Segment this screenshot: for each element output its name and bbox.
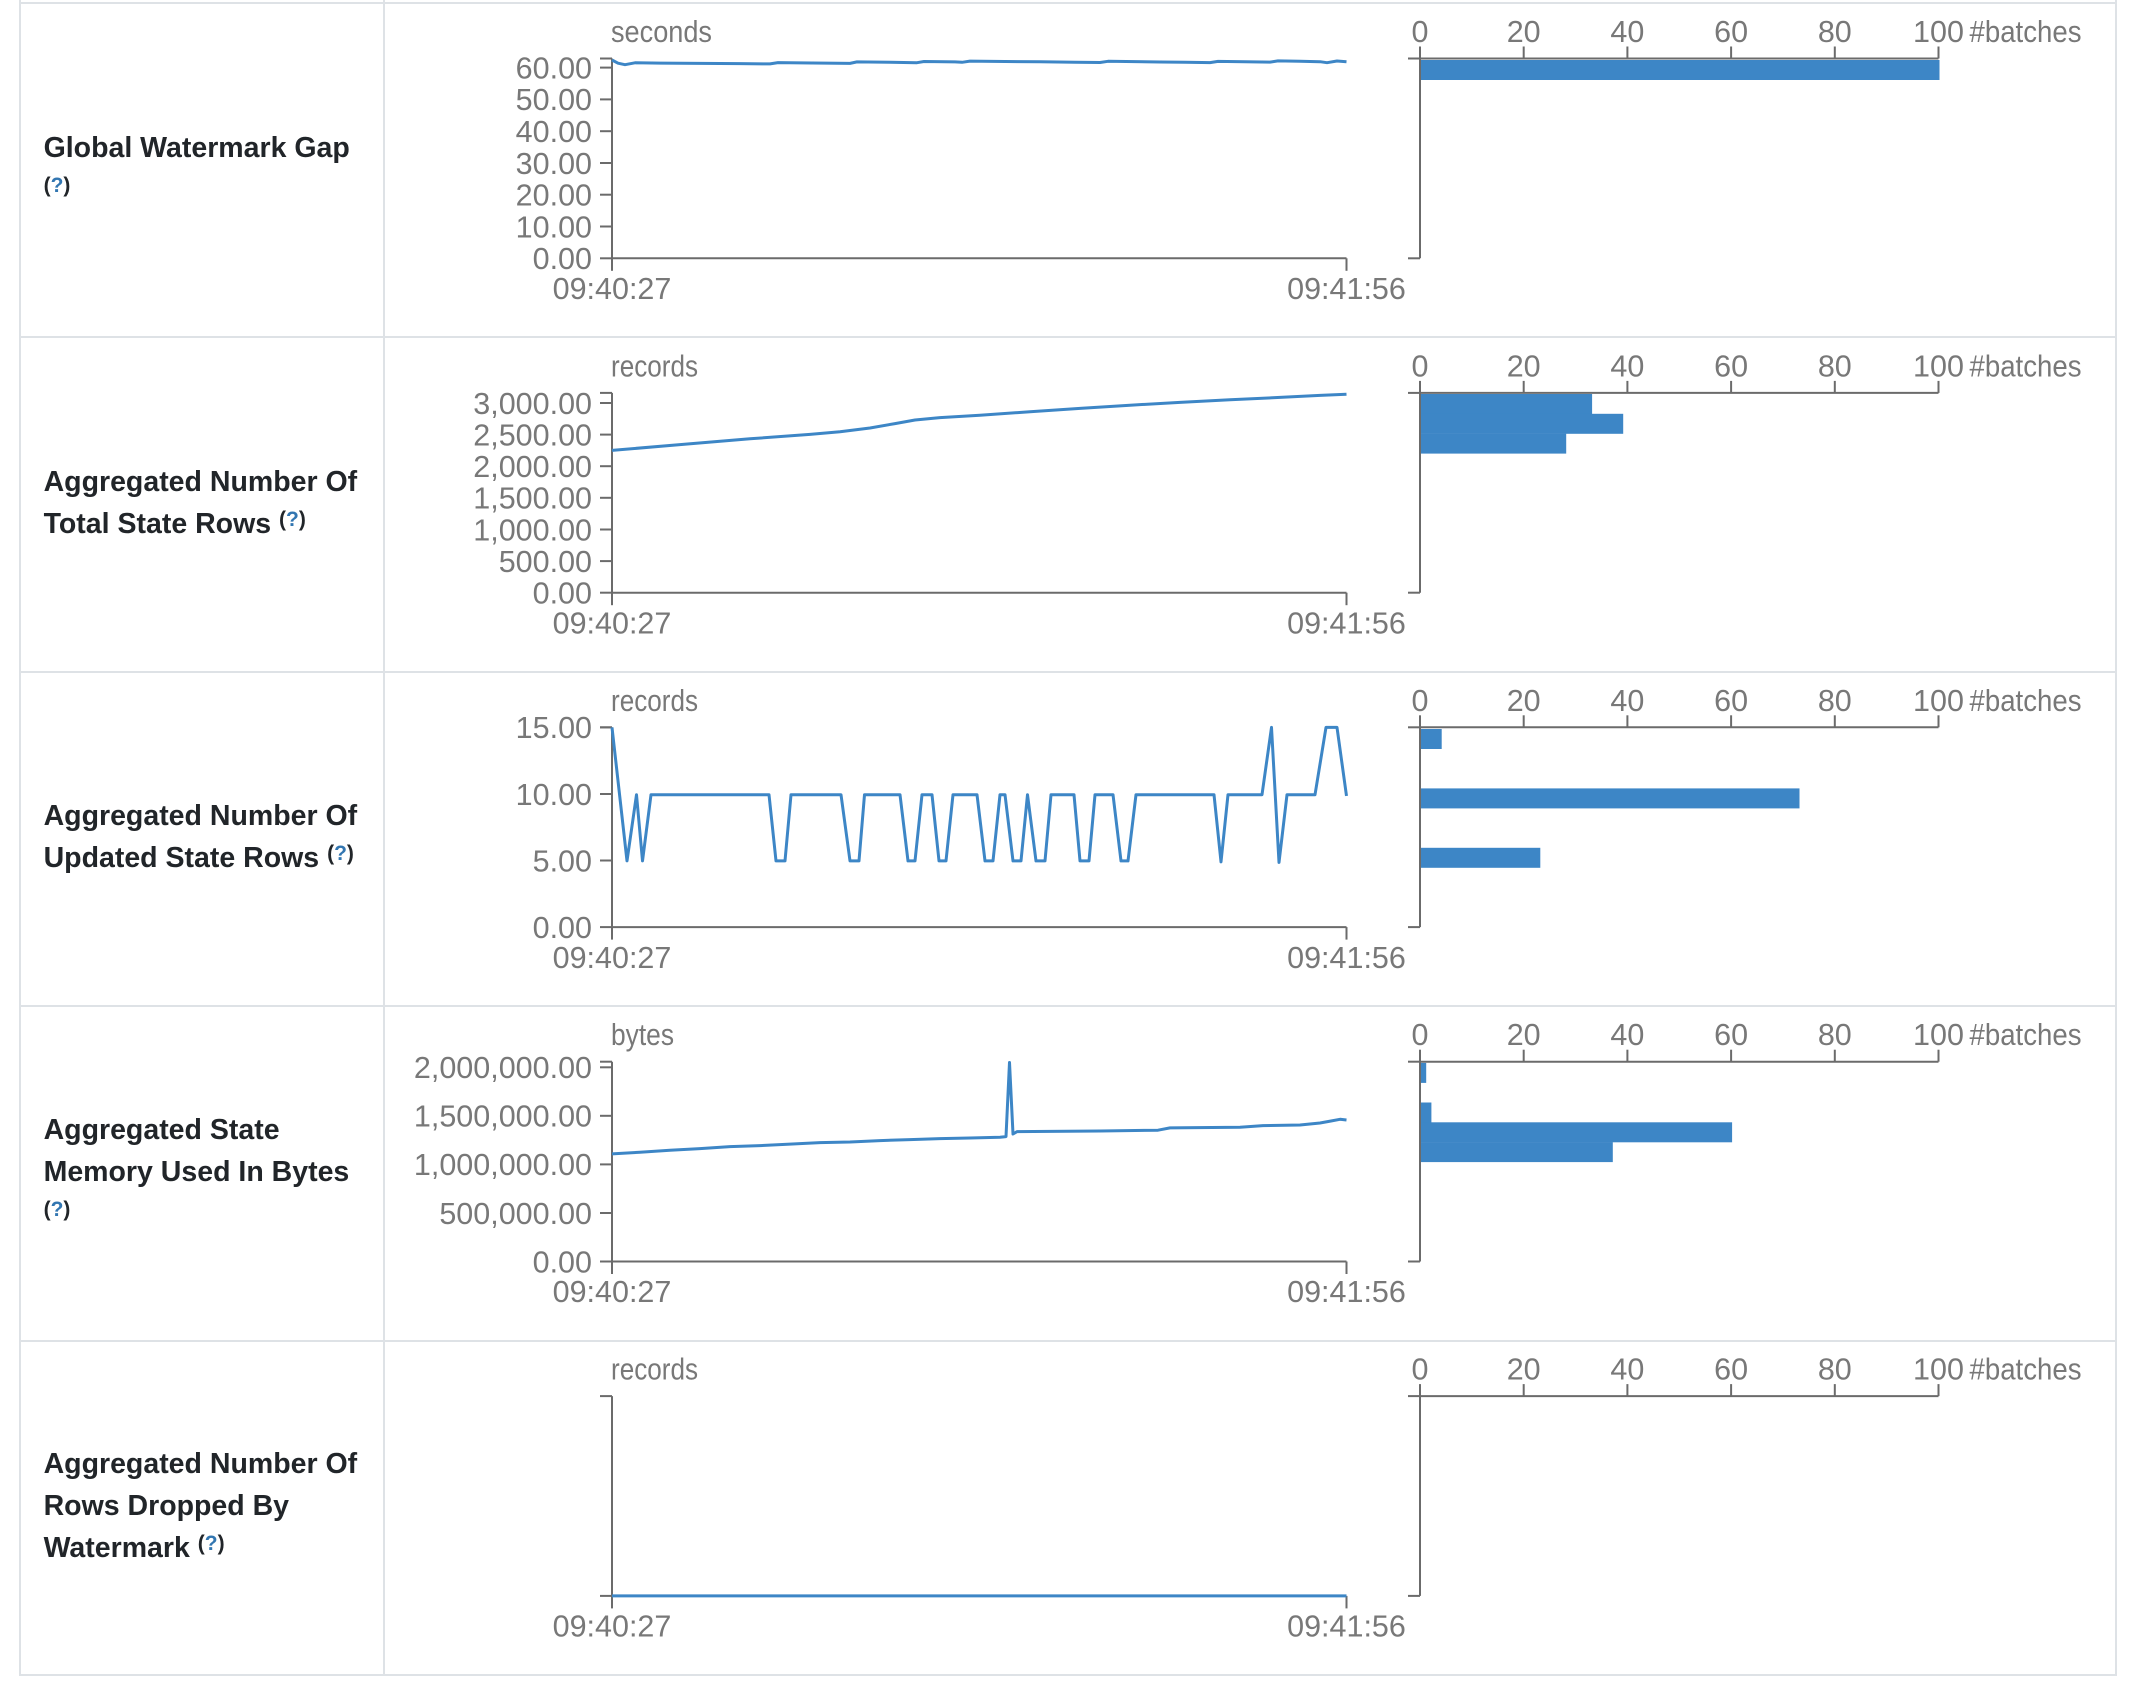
svg-text:0: 0	[1412, 349, 1429, 383]
svg-text:09:40:27: 09:40:27	[553, 941, 672, 975]
svg-text:40: 40	[1610, 15, 1644, 49]
svg-text:20: 20	[1507, 1018, 1541, 1052]
svg-text:20: 20	[1507, 349, 1541, 383]
svg-text:60: 60	[1714, 349, 1748, 383]
svg-text:records: records	[611, 684, 698, 718]
svg-text:09:41:56: 09:41:56	[1287, 1275, 1406, 1309]
svg-text:60.00: 60.00	[516, 51, 592, 85]
svg-text:09:40:27: 09:40:27	[553, 1610, 672, 1644]
svg-text:50.00: 50.00	[516, 83, 592, 117]
svg-text:0: 0	[1412, 684, 1429, 718]
svg-text:60: 60	[1714, 1353, 1748, 1387]
svg-text:09:40:27: 09:40:27	[553, 1275, 672, 1309]
svg-text:60: 60	[1714, 684, 1748, 718]
svg-text:100: 100	[1913, 1018, 1964, 1052]
svg-text:bytes: bytes	[611, 1018, 674, 1052]
svg-text:100: 100	[1913, 349, 1964, 383]
svg-text:#batches: #batches	[1970, 15, 2082, 49]
svg-text:09:40:27: 09:40:27	[553, 606, 672, 640]
svg-text:0: 0	[1412, 1353, 1429, 1387]
svg-text:500.00: 500.00	[499, 545, 592, 579]
svg-text:1,000.00: 1,000.00	[473, 513, 592, 547]
svg-text:0.00: 0.00	[533, 577, 592, 611]
svg-text:40.00: 40.00	[516, 115, 592, 149]
svg-text:09:41:56: 09:41:56	[1287, 272, 1406, 306]
svg-text:60: 60	[1714, 15, 1748, 49]
svg-text:#batches: #batches	[1970, 349, 2082, 383]
svg-text:40: 40	[1610, 1018, 1644, 1052]
svg-text:3,000.00: 3,000.00	[473, 387, 592, 421]
svg-text:2,000.00: 2,000.00	[473, 450, 592, 484]
svg-text:#batches: #batches	[1970, 1353, 2082, 1387]
svg-text:2,000,000.00: 2,000,000.00	[414, 1051, 592, 1085]
svg-text:2,500.00: 2,500.00	[473, 418, 592, 452]
svg-text:100: 100	[1913, 1353, 1964, 1387]
svg-text:5.00: 5.00	[533, 844, 592, 878]
svg-text:40: 40	[1610, 684, 1644, 718]
svg-text:100: 100	[1913, 15, 1964, 49]
svg-text:#batches: #batches	[1970, 684, 2082, 718]
svg-text:80: 80	[1818, 684, 1852, 718]
svg-text:20: 20	[1507, 1353, 1541, 1387]
svg-text:40: 40	[1610, 1353, 1644, 1387]
svg-text:100: 100	[1913, 684, 1964, 718]
svg-text:20: 20	[1507, 15, 1541, 49]
svg-text:60: 60	[1714, 1018, 1748, 1052]
svg-text:0.00: 0.00	[533, 242, 592, 276]
svg-text:1,500,000.00: 1,500,000.00	[414, 1100, 592, 1134]
svg-text:15.00: 15.00	[516, 711, 592, 745]
svg-text:30.00: 30.00	[516, 147, 592, 181]
svg-text:40: 40	[1610, 349, 1644, 383]
svg-text:seconds: seconds	[611, 15, 712, 49]
svg-text:09:41:56: 09:41:56	[1287, 606, 1406, 640]
svg-text:0: 0	[1412, 15, 1429, 49]
svg-text:09:40:27: 09:40:27	[553, 272, 672, 306]
svg-text:1,000,000.00: 1,000,000.00	[414, 1148, 592, 1182]
svg-text:09:41:56: 09:41:56	[1287, 1610, 1406, 1644]
svg-text:20: 20	[1507, 684, 1541, 718]
svg-text:records: records	[611, 349, 698, 383]
svg-text:80: 80	[1818, 1353, 1852, 1387]
svg-text:09:41:56: 09:41:56	[1287, 941, 1406, 975]
svg-text:80: 80	[1818, 1018, 1852, 1052]
svg-text:0.00: 0.00	[533, 911, 592, 945]
svg-text:0: 0	[1412, 1018, 1429, 1052]
svg-text:80: 80	[1818, 15, 1852, 49]
svg-text:#batches: #batches	[1970, 1018, 2082, 1052]
svg-text:1,500.00: 1,500.00	[473, 482, 592, 516]
svg-text:0.00: 0.00	[533, 1245, 592, 1279]
svg-text:80: 80	[1818, 349, 1852, 383]
svg-text:records: records	[611, 1353, 698, 1387]
svg-text:500,000.00: 500,000.00	[439, 1197, 592, 1231]
svg-text:20.00: 20.00	[516, 179, 592, 213]
svg-text:10.00: 10.00	[516, 210, 592, 244]
svg-text:10.00: 10.00	[516, 778, 592, 812]
